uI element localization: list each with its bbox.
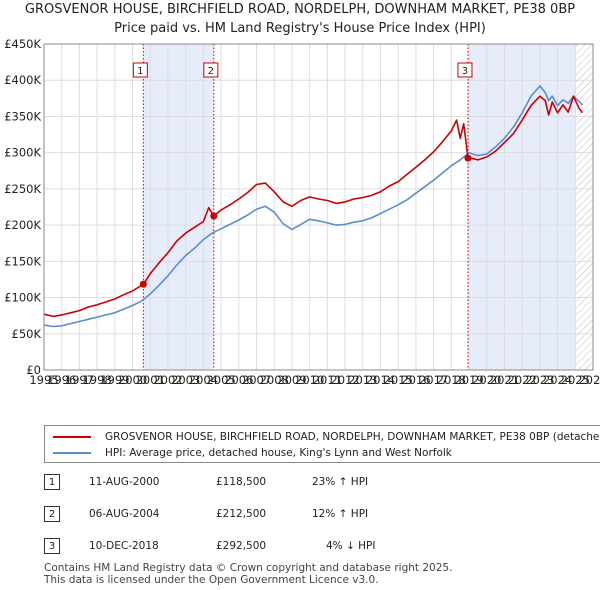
sale-marker-box-2 bbox=[203, 62, 219, 78]
sale-point-2 bbox=[210, 212, 218, 220]
x-tick-label: 2022 bbox=[508, 373, 537, 387]
plot-border bbox=[43, 43, 594, 371]
y-tick-label: £200K bbox=[4, 218, 41, 232]
sale-point-3 bbox=[464, 154, 472, 162]
sale-number-badge: 3 bbox=[44, 538, 60, 554]
y-tick-label: £450K bbox=[4, 37, 41, 51]
x-tick-label: 2008 bbox=[260, 373, 289, 387]
x-tick-label: 2006 bbox=[224, 373, 253, 387]
y-tick-label: £300K bbox=[4, 146, 41, 160]
forecast-hatch bbox=[575, 44, 593, 370]
x-tick-label: 2009 bbox=[277, 373, 306, 387]
shaded-period-2 bbox=[467, 44, 576, 370]
chart-subtitle: Price paid vs. HM Land Registry's House … bbox=[114, 21, 486, 36]
y-tick-label: £400K bbox=[4, 73, 41, 87]
sale-hpi-change: 12% ↑ HPI bbox=[312, 508, 369, 520]
sale-marker-label-1: 1 bbox=[137, 66, 143, 77]
x-tick-label: 2011 bbox=[313, 373, 342, 387]
x-tick-label: 1996 bbox=[47, 373, 76, 387]
sale-marker-label-3: 3 bbox=[462, 66, 468, 77]
y-tick-label: £0 bbox=[26, 363, 41, 377]
sale-marker-label-2: 2 bbox=[208, 66, 214, 77]
shaded-period-1 bbox=[143, 44, 214, 370]
sale-point-1 bbox=[139, 280, 147, 288]
legend-label-hpi: HPI: Average price, detached house, King… bbox=[105, 447, 452, 459]
x-tick-label: 1995 bbox=[29, 373, 58, 387]
table-row: 2 06-AUG-2004 £212,500 12% ↑ HPI bbox=[44, 506, 424, 524]
x-tick-label: 2005 bbox=[206, 373, 235, 387]
x-tick-label: 2003 bbox=[171, 373, 200, 387]
legend-item-hpi: HPI: Average price, detached house, King… bbox=[53, 445, 452, 461]
series-line-property bbox=[43, 95, 584, 318]
x-tick-label: 2024 bbox=[543, 373, 572, 387]
sale-price: £292,500 bbox=[216, 540, 267, 552]
sale-hpi-change: 4% ↓ HPI bbox=[326, 540, 376, 552]
x-tick-label: 2021 bbox=[490, 373, 519, 387]
legend-item-property: GROSVENOR HOUSE, BIRCHFIELD ROAD, NORDEL… bbox=[53, 429, 600, 445]
x-tick-label: 2013 bbox=[348, 373, 377, 387]
x-tick-label: 2010 bbox=[295, 373, 324, 387]
x-tick-label: 2015 bbox=[384, 373, 413, 387]
footer-copyright: Contains HM Land Registry data © Crown c… bbox=[44, 562, 453, 574]
x-tick-label: 2023 bbox=[525, 373, 554, 387]
legend-swatch-property bbox=[53, 436, 91, 438]
x-tick-label: 2025 bbox=[561, 373, 590, 387]
x-tick-label: 1997 bbox=[65, 373, 94, 387]
price-chart: 1 2 3 £0 £50K £100K £150K £200K £250K £300K £350K £… bbox=[4, 37, 600, 387]
y-tick-label: £350K bbox=[4, 109, 41, 123]
sale-marker-box-1 bbox=[132, 62, 148, 78]
sale-number-badge: 2 bbox=[44, 506, 60, 522]
table-row: 1 11-AUG-2000 £118,500 23% ↑ HPI bbox=[44, 474, 424, 492]
legend-swatch-hpi bbox=[53, 452, 91, 454]
x-tick-label: 2017 bbox=[419, 373, 448, 387]
x-tick-label: 2014 bbox=[366, 373, 395, 387]
x-tick-label: 2016 bbox=[401, 373, 430, 387]
sale-marker-box-3 bbox=[457, 62, 473, 78]
y-tick-label: £50K bbox=[12, 327, 42, 341]
x-tick-label: 1998 bbox=[82, 373, 111, 387]
sale-date: 11-AUG-2000 bbox=[89, 476, 160, 488]
table-row: 3 10-DEC-2018 £292,500 4% ↓ HPI bbox=[44, 538, 424, 556]
x-tick-label: 2019 bbox=[454, 373, 483, 387]
x-tick-label: 2026 bbox=[578, 373, 600, 387]
x-tick-label: 2004 bbox=[189, 373, 218, 387]
chart-legend: GROSVENOR HOUSE, BIRCHFIELD ROAD, NORDEL… bbox=[44, 425, 600, 463]
chart-title-address: GROSVENOR HOUSE, BIRCHFIELD ROAD, NORDEL… bbox=[24, 2, 576, 17]
x-tick-label: 2001 bbox=[136, 373, 165, 387]
x-tick-label: 2018 bbox=[437, 373, 466, 387]
x-tick-label: 2007 bbox=[242, 373, 271, 387]
y-tick-label: £150K bbox=[4, 254, 41, 268]
sale-number-badge: 1 bbox=[44, 474, 60, 490]
series-line-hpi bbox=[43, 85, 583, 328]
x-tick-label: 2002 bbox=[153, 373, 182, 387]
x-tick-label: 1999 bbox=[100, 373, 129, 387]
footer-licence: This data is licensed under the Open Gov… bbox=[44, 574, 379, 586]
x-tick-label: 2000 bbox=[118, 373, 147, 387]
x-tick-label: 2012 bbox=[330, 373, 359, 387]
y-tick-label: £100K bbox=[4, 291, 41, 305]
legend-label-property: GROSVENOR HOUSE, BIRCHFIELD ROAD, NORDEL… bbox=[105, 431, 600, 443]
x-tick-label: 2020 bbox=[472, 373, 501, 387]
sale-hpi-change: 23% ↑ HPI bbox=[312, 476, 369, 488]
sale-date: 06-AUG-2004 bbox=[89, 508, 160, 520]
sale-date: 10-DEC-2018 bbox=[89, 540, 159, 552]
y-tick-label: £250K bbox=[4, 182, 41, 196]
sale-price: £118,500 bbox=[216, 476, 267, 488]
sale-price: £212,500 bbox=[216, 508, 267, 520]
